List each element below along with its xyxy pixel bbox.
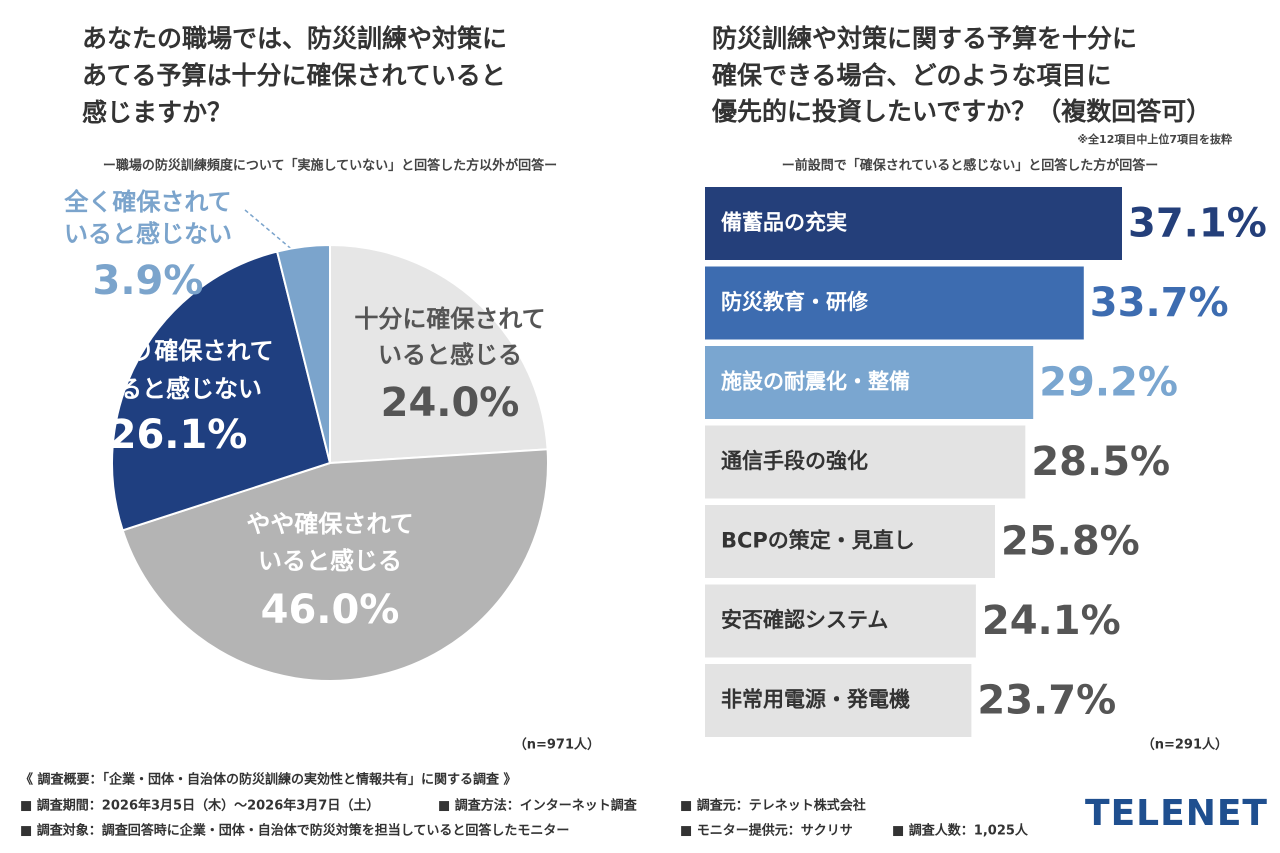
bar-label: 防災教育・研修 [721,290,869,314]
footer-item: ■ 調査方法：インターネット調査 [438,798,638,814]
value-label: 3.9% [93,258,204,304]
bar [705,266,1084,340]
slice-label: いると感じない [94,375,262,403]
value-label: 37.1% [1128,201,1267,247]
value-label: 23.7% [977,678,1116,724]
footer-item: ■ 調査人数：1,025人 [892,823,1029,839]
value-label: 26.1% [109,412,248,458]
left-title: あなたの職場では、防災訓練や対策に あてる予算は十分に確保されていると 感じます… [82,24,507,127]
slice-label: やや確保されて [246,510,413,538]
annotation: ※全12項目中上位7項目を抜粋 [1077,132,1232,146]
value-label: 25.8% [1001,519,1140,565]
title-line: 感じますか？ [82,98,232,127]
title-line: 優先的に投資したいですか？（複数回答可） [711,97,1211,126]
subtitle: ー職場の防災訓練頻度について「実施していない」と回答した方以外が回答ー [103,158,557,174]
bar-label: 備蓄品の充実 [721,211,847,235]
logo: TELENET [1085,793,1268,834]
bar-label: 非常用電源・発電機 [721,688,910,712]
value-label: 24.1% [982,598,1121,644]
pie-slice [329,243,549,465]
sample-size: （n=971人） [514,737,600,753]
bar [705,187,1122,260]
footer-item: ■ 調査対象：調査回答時に企業・団体・自治体で防災対策を担当していると回答したモ… [20,823,569,839]
footer-item: ■ 調査元：テレネット株式会社 [680,798,866,814]
value-label: 33.7% [1090,280,1229,326]
bar [705,584,976,658]
bar-label: 通信手段の強化 [721,449,868,473]
footer-item: ■ 調査期間：2026年3月5日（木）～2026年3月7日（土） [20,798,379,814]
slice-label: いると感じる [258,547,402,575]
pie-slice [121,448,549,682]
value-label: 28.5% [1031,439,1170,485]
bar-label: BCPの策定・見直し [721,529,915,553]
title-line: あなたの職場では、防災訓練や対策に [82,24,507,53]
slice-label: いると感じる [378,341,522,369]
title-line: 防災訓練や対策に関する予算を十分に [712,24,1137,53]
title-line: 確保できる場合、どのような項目に [712,61,1112,90]
bar [705,505,995,578]
footer-heading: 《 調査概要：「企業・団体・自治体の防災訓練の実効性と情報共有」に関する調査 》 [20,772,517,788]
sample-size: （n=291人） [1142,737,1228,753]
slice-label: いると感じない [64,220,232,248]
footer: 《 調査概要：「企業・団体・自治体の防災訓練の実効性と情報共有」に関する調査 》… [20,772,1268,839]
slice-label: 十分に確保されて [354,305,545,333]
slice-label: 全く確保されて [63,188,231,216]
bar [705,346,1034,419]
subtitle: ー前設問で「確保されていると感じない」と回答した方が回答ー [782,158,1159,174]
leader-line [244,209,296,253]
bar-label: 安否確認システム [721,608,888,632]
title-line: あてる予算は十分に確保されていると [82,61,506,90]
right-title: 防災訓練や対策に関する予算を十分に 確保できる場合、どのような項目に 優先的に投… [711,24,1211,126]
slice-label: あまり確保されて [82,337,273,365]
value-label: 24.0% [381,380,520,426]
pie-slice [275,243,331,464]
bar-label: 施設の耐震化・整備 [721,370,910,394]
footer-item: ■ モニター提供元：サクリサ [680,823,853,839]
bar [705,664,972,737]
value-label: 29.2% [1039,360,1178,406]
bar [705,425,1026,499]
pie-slice [111,250,332,532]
value-label: 46.0% [261,587,400,633]
